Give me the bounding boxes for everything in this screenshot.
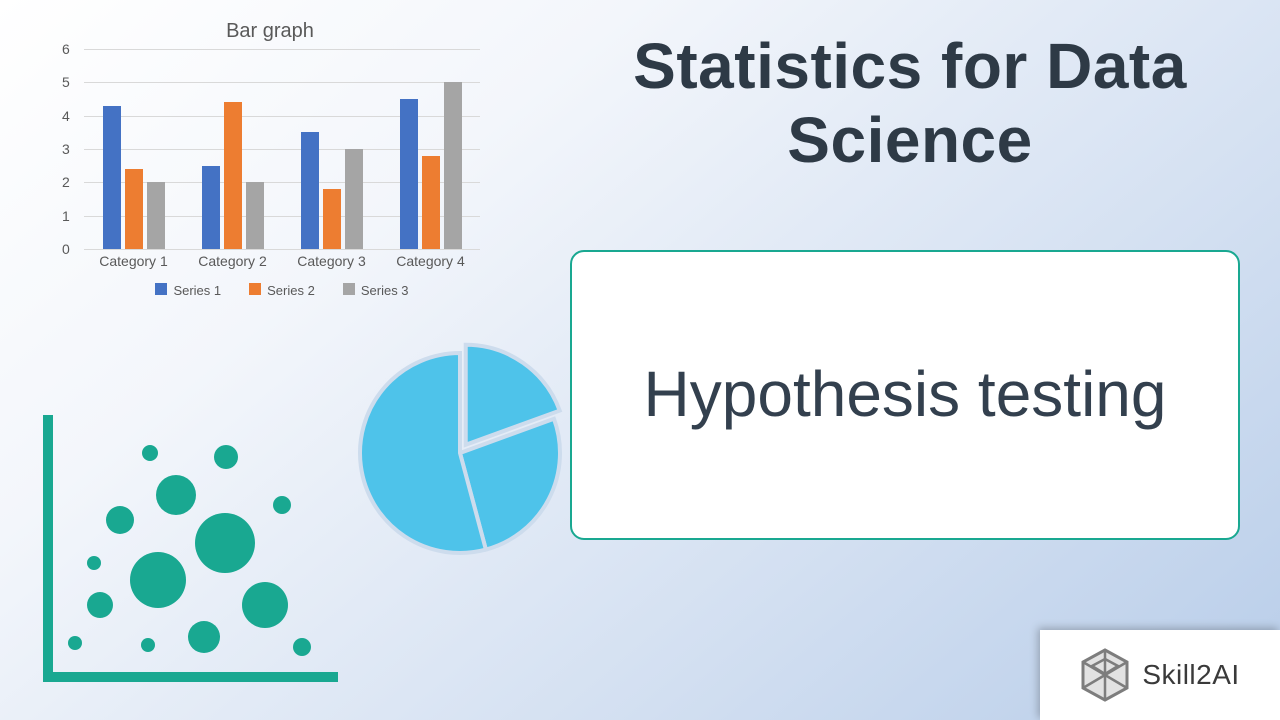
- pie-chart: [345, 335, 575, 565]
- bar: [444, 82, 462, 249]
- data-point: [142, 445, 158, 461]
- xtick-label: Category 1: [99, 253, 167, 269]
- bar-chart-legend: Series 1 Series 2 Series 3: [84, 283, 480, 298]
- scatter-svg: [30, 395, 350, 695]
- data-point: [130, 552, 186, 608]
- logo-text: Skill2AI: [1142, 659, 1239, 691]
- data-point: [68, 636, 82, 650]
- page-title: Statistics for Data Science: [570, 30, 1250, 177]
- bar: [400, 99, 418, 249]
- data-point: [293, 638, 311, 656]
- bar-group: [400, 49, 462, 249]
- ytick-label: 6: [62, 41, 70, 57]
- bar: [301, 132, 319, 249]
- data-point: [188, 621, 220, 653]
- data-point: [87, 556, 101, 570]
- bar-group: [301, 49, 363, 249]
- legend-swatch: [343, 283, 355, 295]
- legend-item: Series 3: [343, 283, 409, 298]
- logo-badge: Skill2AI: [1040, 630, 1280, 720]
- data-point: [87, 592, 113, 618]
- data-point: [141, 638, 155, 652]
- data-point: [242, 582, 288, 628]
- bar: [125, 169, 143, 249]
- ytick-label: 4: [62, 108, 70, 124]
- bar-group: [103, 49, 165, 249]
- ytick-label: 5: [62, 74, 70, 90]
- bar: [345, 149, 363, 249]
- bar-chart-title: Bar graph: [60, 20, 480, 43]
- ytick-label: 0: [62, 241, 70, 257]
- bar: [323, 189, 341, 249]
- legend-item: Series 2: [249, 283, 315, 298]
- bar: [202, 166, 220, 249]
- gridline: [84, 249, 480, 250]
- ytick-label: 3: [62, 141, 70, 157]
- bar: [246, 182, 264, 249]
- bar-chart-plot: 0123456: [84, 49, 480, 249]
- pie-svg: [345, 335, 575, 565]
- xtick-label: Category 3: [297, 253, 365, 269]
- legend-item: Series 1: [155, 283, 221, 298]
- data-point: [195, 513, 255, 573]
- data-point: [214, 445, 238, 469]
- bar-chart-xlabels: Category 1 Category 2 Category 3 Category 4: [84, 253, 480, 269]
- xtick-label: Category 2: [198, 253, 266, 269]
- bar: [103, 106, 121, 249]
- scatter-plot: [30, 395, 350, 695]
- bar: [422, 156, 440, 249]
- cube-icon: [1080, 647, 1130, 703]
- legend-swatch: [155, 283, 167, 295]
- data-point: [156, 475, 196, 515]
- subtitle-text: Hypothesis testing: [644, 358, 1167, 432]
- bar: [224, 102, 242, 249]
- xtick-label: Category 4: [396, 253, 464, 269]
- ytick-label: 1: [62, 208, 70, 224]
- data-point: [273, 496, 291, 514]
- legend-swatch: [249, 283, 261, 295]
- bar-group: [202, 49, 264, 249]
- bar-chart: Bar graph 0123456 Category 1Category 2Ca…: [60, 20, 480, 310]
- data-point: [106, 506, 134, 534]
- subtitle-box: Hypothesis testing: [570, 250, 1240, 540]
- bar: [147, 182, 165, 249]
- ytick-label: 2: [62, 174, 70, 190]
